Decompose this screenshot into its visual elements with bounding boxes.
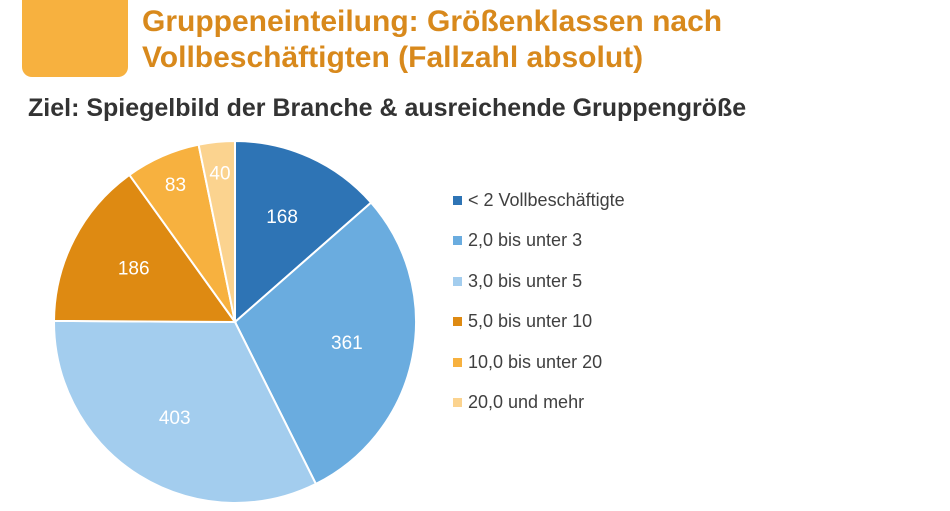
title-line-1: Gruppeneinteilung: Größenklassen nach [142, 5, 723, 38]
legend-swatch [453, 276, 462, 286]
pie-slice-0 [234, 139, 373, 325]
legend-swatch [453, 236, 462, 246]
legend-label: 20,0 und mehr [468, 392, 585, 413]
accent-square [22, 0, 128, 77]
legend-item-0: < 2 Vollbeschäftigte [453, 180, 625, 221]
legend-label: 2,0 bis unter 3 [468, 230, 583, 251]
chart-legend: < 2 Vollbeschäftigte 2,0 bis unter 3 3,0 b… [453, 180, 625, 423]
legend-item-1: 2,0 bis unter 3 [453, 221, 625, 262]
pie-label-0: 168 [266, 207, 298, 228]
legend-swatch [453, 195, 462, 205]
pie-slice-2 [53, 319, 318, 504]
legend-item-2: 3,0 bis unter 5 [453, 261, 625, 302]
legend-label: < 2 Vollbeschäftigte [468, 189, 625, 210]
legend-label: 10,0 bis unter 20 [468, 351, 603, 372]
legend-item-5: 20,0 und mehr [453, 383, 625, 424]
title-line-2: Vollbeschäftigten (Fallzahl absolut) [142, 41, 644, 74]
legend-label: 5,0 bis unter 10 [468, 311, 593, 332]
legend-item-4: 10,0 bis unter 20 [453, 342, 625, 383]
pie-label-2: 403 [159, 408, 191, 429]
pie-label-5: 40 [209, 163, 230, 184]
page-title: Gruppeneinteilung: Größenklassen nach Vo… [142, 4, 722, 76]
legend-swatch [453, 357, 462, 367]
pie-label-4: 83 [165, 175, 186, 196]
pie-label-3: 186 [118, 259, 150, 280]
legend-swatch [453, 317, 462, 327]
pie-label-1: 361 [331, 333, 363, 354]
legend-label: 3,0 bis unter 5 [468, 270, 583, 291]
pie-slice-3 [52, 173, 237, 324]
legend-swatch [453, 398, 462, 408]
page-subtitle: Ziel: Spiegelbild der Branche & ausreich… [28, 94, 747, 122]
pie-slice-5 [197, 139, 236, 323]
pie-slice-1 [233, 201, 417, 486]
legend-item-3: 5,0 bis unter 10 [453, 302, 625, 343]
